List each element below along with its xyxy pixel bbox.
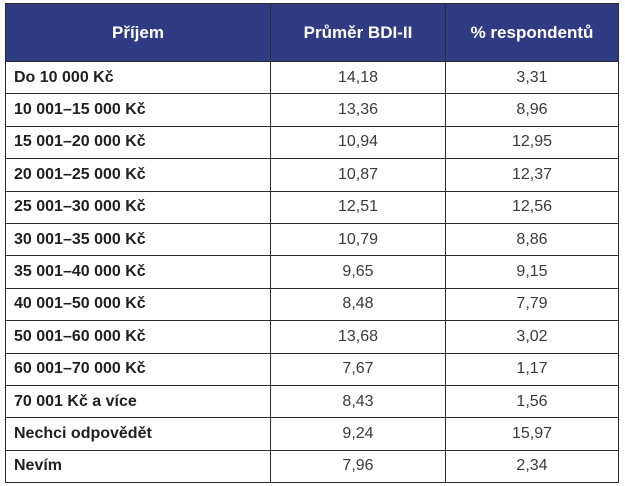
table-row: 40 001–50 000 Kč 8,48 7,79 [5,287,619,322]
table-row: 10 001–15 000 Kč 13,36 8,96 [5,93,619,127]
row-label: 70 001 Kč a více [5,384,271,419]
table-row: 60 001–70 000 Kč 7,67 1,17 [5,352,619,386]
table-body: Do 10 000 Kč 14,18 3,31 10 001–15 000 Kč… [5,60,619,484]
row-label: 15 001–20 000 Kč [5,125,271,160]
table-row: 50 001–60 000 Kč 13,68 3,02 [5,320,619,354]
percent-value: 8,86 [445,222,619,257]
income-bdi-table: Příjem Průměr BDI-II % respondentů Do 10… [5,3,619,484]
table-row: Do 10 000 Kč 14,18 3,31 [5,60,619,95]
header-income: Příjem [5,3,271,62]
bdi-value: 9,24 [270,417,446,451]
percent-value: 1,56 [445,384,619,419]
bdi-value: 8,48 [270,287,446,322]
row-label: 50 001–60 000 Kč [5,320,271,354]
percent-value: 12,56 [445,190,619,224]
bdi-value: 12,51 [270,190,446,224]
table-row: 70 001 Kč a více 8,43 1,56 [5,384,619,419]
bdi-value: 7,96 [270,449,446,484]
bdi-value: 14,18 [270,60,446,95]
row-label: 35 001–40 000 Kč [5,255,271,289]
percent-value: 12,95 [445,125,619,160]
row-label: 10 001–15 000 Kč [5,93,271,127]
bdi-value: 13,36 [270,93,446,127]
table-row: Nechci odpovědět 9,24 15,97 [5,417,619,451]
row-label: 40 001–50 000 Kč [5,287,271,322]
header-respondents-percent: % respondentů [445,3,619,62]
row-label: 20 001–25 000 Kč [5,158,271,192]
table-row: 30 001–35 000 Kč 10,79 8,86 [5,222,619,257]
percent-value: 3,02 [445,320,619,354]
bdi-value: 8,43 [270,384,446,419]
row-label: 60 001–70 000 Kč [5,352,271,386]
bdi-value: 10,79 [270,222,446,257]
row-label: 30 001–35 000 Kč [5,222,271,257]
percent-value: 12,37 [445,158,619,192]
table-header: Příjem Průměr BDI-II % respondentů [5,3,619,62]
percent-value: 9,15 [445,255,619,289]
percent-value: 2,34 [445,449,619,484]
percent-value: 8,96 [445,93,619,127]
percent-value: 7,79 [445,287,619,322]
table-row: 15 001–20 000 Kč 10,94 12,95 [5,125,619,160]
row-label: 25 001–30 000 Kč [5,190,271,224]
percent-value: 15,97 [445,417,619,451]
row-label: Nevím [5,449,271,484]
percent-value: 3,31 [445,60,619,95]
bdi-value: 13,68 [270,320,446,354]
table-row: 35 001–40 000 Kč 9,65 9,15 [5,255,619,289]
header-bdi-mean: Průměr BDI-II [270,3,446,62]
bdi-value: 9,65 [270,255,446,289]
header-row: Příjem Průměr BDI-II % respondentů [5,3,619,62]
percent-value: 1,17 [445,352,619,386]
bdi-value: 7,67 [270,352,446,386]
table-row: 20 001–25 000 Kč 10,87 12,37 [5,158,619,192]
bdi-value: 10,87 [270,158,446,192]
row-label: Do 10 000 Kč [5,60,271,95]
table-row: Nevím 7,96 2,34 [5,449,619,484]
bdi-value: 10,94 [270,125,446,160]
row-label: Nechci odpovědět [5,417,271,451]
table-row: 25 001–30 000 Kč 12,51 12,56 [5,190,619,224]
